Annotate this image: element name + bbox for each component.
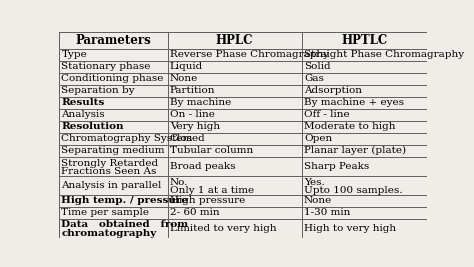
Bar (59, 73, 168, 85)
Text: On - line: On - line (170, 110, 215, 119)
Bar (168, 133, 301, 145)
Bar (301, 133, 427, 145)
Text: HPTLC: HPTLC (341, 34, 387, 47)
Text: Parameters: Parameters (75, 34, 151, 47)
Text: Time per sample: Time per sample (62, 208, 149, 217)
Text: By machine + eyes: By machine + eyes (304, 98, 404, 107)
Text: Straight Phase Chromagraphy: Straight Phase Chromagraphy (304, 50, 464, 59)
Bar (168, 109, 301, 121)
Bar (301, 97, 427, 109)
Bar (59, 176, 168, 195)
Bar (59, 32, 168, 49)
Bar (59, 85, 168, 97)
Bar (59, 97, 168, 109)
Text: Resolution: Resolution (62, 122, 124, 131)
Text: chromatography: chromatography (62, 229, 157, 238)
Bar (59, 219, 168, 238)
Text: Fractions Seen As: Fractions Seen As (62, 167, 157, 176)
Text: Results: Results (62, 98, 105, 107)
Bar (59, 133, 168, 145)
Text: Chromatography System: Chromatography System (62, 134, 193, 143)
Text: Off - line: Off - line (304, 110, 349, 119)
Bar (301, 176, 427, 195)
Bar (301, 109, 427, 121)
Bar (168, 176, 301, 195)
Bar (168, 32, 301, 49)
Bar (168, 121, 301, 133)
Bar (168, 97, 301, 109)
Text: High temp. / pressure: High temp. / pressure (62, 196, 189, 205)
Bar (59, 61, 168, 73)
Bar (168, 219, 301, 238)
Bar (301, 32, 427, 49)
Bar (168, 195, 301, 207)
Text: Upto 100 samples.: Upto 100 samples. (304, 186, 402, 195)
Text: Only 1 at a time: Only 1 at a time (170, 186, 254, 195)
Bar (301, 85, 427, 97)
Bar (301, 157, 427, 176)
Text: 1-30 min: 1-30 min (304, 208, 350, 217)
Bar (168, 157, 301, 176)
Bar (301, 121, 427, 133)
Text: By machine: By machine (170, 98, 231, 107)
Bar (59, 195, 168, 207)
Bar (168, 145, 301, 157)
Text: Partition: Partition (170, 86, 215, 95)
Text: Yes.: Yes. (304, 178, 325, 187)
Text: High pressure: High pressure (170, 196, 245, 205)
Text: Solid: Solid (304, 62, 330, 71)
Bar (59, 121, 168, 133)
Bar (301, 145, 427, 157)
Text: Data   obtained   from: Data obtained from (62, 221, 189, 229)
Text: Type: Type (62, 50, 87, 59)
Bar (301, 49, 427, 61)
Bar (168, 73, 301, 85)
Text: Adsorption: Adsorption (304, 86, 362, 95)
Text: Planar layer (plate): Planar layer (plate) (304, 146, 406, 155)
Text: Closed: Closed (170, 134, 206, 143)
Text: Strongly Retarded: Strongly Retarded (62, 159, 159, 168)
Text: Gas: Gas (304, 74, 324, 83)
Text: Moderate to high: Moderate to high (304, 122, 395, 131)
Text: Analysis: Analysis (62, 110, 105, 119)
Text: High to very high: High to very high (304, 224, 396, 233)
Text: Very high: Very high (170, 122, 220, 131)
Bar (168, 61, 301, 73)
Text: Tubular column: Tubular column (170, 146, 253, 155)
Bar (168, 207, 301, 219)
Text: None: None (304, 196, 332, 205)
Text: Separating medium: Separating medium (62, 146, 165, 155)
Text: Analysis in parallel: Analysis in parallel (62, 181, 162, 190)
Bar (301, 219, 427, 238)
Text: None: None (170, 74, 198, 83)
Bar (301, 207, 427, 219)
Text: Separation by: Separation by (62, 86, 135, 95)
Bar (301, 73, 427, 85)
Text: Conditioning phase: Conditioning phase (62, 74, 164, 83)
Bar (301, 61, 427, 73)
Bar (59, 145, 168, 157)
Text: HPLC: HPLC (216, 34, 254, 47)
Bar (59, 49, 168, 61)
Text: Liquid: Liquid (170, 62, 203, 71)
Text: No.: No. (170, 178, 188, 187)
Text: 2- 60 min: 2- 60 min (170, 208, 219, 217)
Bar (168, 49, 301, 61)
Text: Broad peaks: Broad peaks (170, 162, 235, 171)
Bar (59, 207, 168, 219)
Text: Limited to very high: Limited to very high (170, 224, 276, 233)
Text: Stationary phase: Stationary phase (62, 62, 151, 71)
Bar (59, 109, 168, 121)
Text: Reverse Phase Chromagraphy: Reverse Phase Chromagraphy (170, 50, 329, 59)
Bar (168, 85, 301, 97)
Text: Sharp Peaks: Sharp Peaks (304, 162, 369, 171)
Text: Open: Open (304, 134, 332, 143)
Bar (301, 195, 427, 207)
Bar (59, 157, 168, 176)
